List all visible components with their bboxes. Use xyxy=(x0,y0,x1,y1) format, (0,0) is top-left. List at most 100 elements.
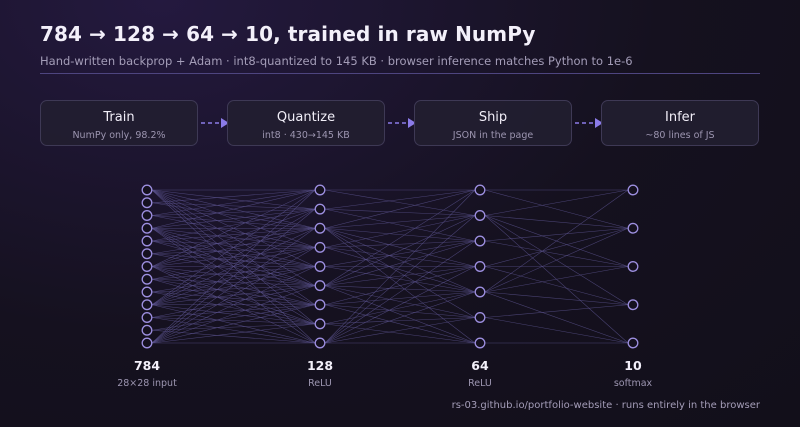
network-edge xyxy=(151,189,316,344)
layer-label-input: 784 28×28 input xyxy=(97,358,197,389)
network-node xyxy=(141,261,153,272)
network-nodes xyxy=(141,184,639,349)
network-node xyxy=(141,324,153,336)
network-edge xyxy=(151,278,316,306)
network-edge xyxy=(324,240,476,267)
network-edge xyxy=(151,247,316,344)
network-edge xyxy=(151,202,316,210)
network-node xyxy=(314,222,326,234)
network-node xyxy=(314,299,326,311)
network-node xyxy=(141,235,153,247)
network-edge xyxy=(324,285,476,344)
network-node xyxy=(141,286,153,298)
network-node xyxy=(141,210,153,221)
network-edge xyxy=(324,285,476,318)
network-edge xyxy=(324,189,476,286)
network-edge xyxy=(151,208,316,229)
network-edge xyxy=(151,208,316,344)
network-edge xyxy=(151,208,316,267)
layer-count: 10 xyxy=(624,358,642,373)
network-edge xyxy=(324,189,476,210)
network-node xyxy=(314,318,326,330)
stage-subtitle: NumPy only, 98.2% xyxy=(72,130,166,141)
network-edge xyxy=(151,329,316,344)
layer-label-output: 10 softmax xyxy=(583,358,683,389)
network-edge xyxy=(151,304,316,331)
network-node xyxy=(141,337,153,349)
network-edge xyxy=(324,291,476,325)
network-edge xyxy=(151,240,316,267)
network-node xyxy=(141,197,153,209)
network-edge xyxy=(324,227,476,293)
pipeline: Train NumPy only, 98.2% Quantize int8 · … xyxy=(40,100,760,148)
network-edge xyxy=(324,266,476,344)
network-edge xyxy=(484,227,629,267)
network-edge xyxy=(484,227,629,242)
network-node xyxy=(314,203,326,215)
network-edge xyxy=(484,215,629,229)
network-node xyxy=(474,337,486,349)
network-edge xyxy=(151,189,316,204)
layer-count: 128 xyxy=(306,358,334,373)
stage-title: Train xyxy=(103,110,135,125)
network-edge xyxy=(151,208,316,216)
network-edge xyxy=(151,189,316,229)
network-edge xyxy=(151,323,316,344)
network-edge xyxy=(324,227,476,242)
network-node xyxy=(474,261,486,272)
network-edge xyxy=(151,253,316,267)
network-node xyxy=(314,261,326,272)
network-edge xyxy=(151,228,316,344)
network-edge xyxy=(484,291,629,344)
network-edge xyxy=(151,291,316,306)
network-edge xyxy=(324,215,476,248)
network-node xyxy=(141,312,153,323)
footer-credit: rs-03.github.io/portfolio-website · runs… xyxy=(451,400,760,411)
network-node xyxy=(474,210,486,221)
network-edge xyxy=(151,291,316,325)
network-edge xyxy=(151,285,316,293)
network-edge xyxy=(484,317,629,344)
network-edge xyxy=(484,291,629,306)
layer-description: softmax xyxy=(613,378,653,389)
network-node xyxy=(474,312,486,323)
network-edge xyxy=(324,215,476,286)
header-divider xyxy=(40,73,760,74)
stage-title: Ship xyxy=(478,110,508,125)
network-edge xyxy=(151,189,316,216)
network-edge xyxy=(484,266,629,306)
network-node xyxy=(141,184,153,196)
network-edge xyxy=(151,285,316,344)
arrow-right-icon xyxy=(575,118,603,128)
network-edge xyxy=(151,227,316,242)
page-title: 784 → 128 → 64 → 10, trained in raw NumP… xyxy=(40,22,536,46)
network-node xyxy=(627,184,639,196)
stage-infer: Infer ~80 lines of JS xyxy=(601,100,759,146)
network-node xyxy=(314,337,326,349)
network-edge xyxy=(324,240,476,248)
network-node xyxy=(141,248,153,260)
network-node xyxy=(314,184,326,196)
network-edge xyxy=(484,189,629,216)
network-edge xyxy=(324,189,476,229)
network-edge xyxy=(151,202,316,229)
network-edge xyxy=(151,227,316,255)
network-node xyxy=(627,299,639,311)
network-edge xyxy=(151,247,316,255)
stage-subtitle: JSON in the page xyxy=(452,130,534,141)
network-edge xyxy=(151,189,316,305)
network-edge xyxy=(324,189,476,344)
network-edge xyxy=(151,266,316,344)
network-edge xyxy=(324,266,476,286)
network-edge xyxy=(324,247,476,293)
arrow-right-icon xyxy=(388,118,416,128)
network-edge xyxy=(484,189,629,293)
network-edge xyxy=(151,323,316,331)
layer-description: ReLU xyxy=(308,378,332,389)
network-edge xyxy=(324,215,476,344)
stage-title: Quantize xyxy=(276,110,336,125)
network-edge xyxy=(484,304,629,318)
network-edge xyxy=(151,278,316,286)
network-edge xyxy=(484,189,629,229)
